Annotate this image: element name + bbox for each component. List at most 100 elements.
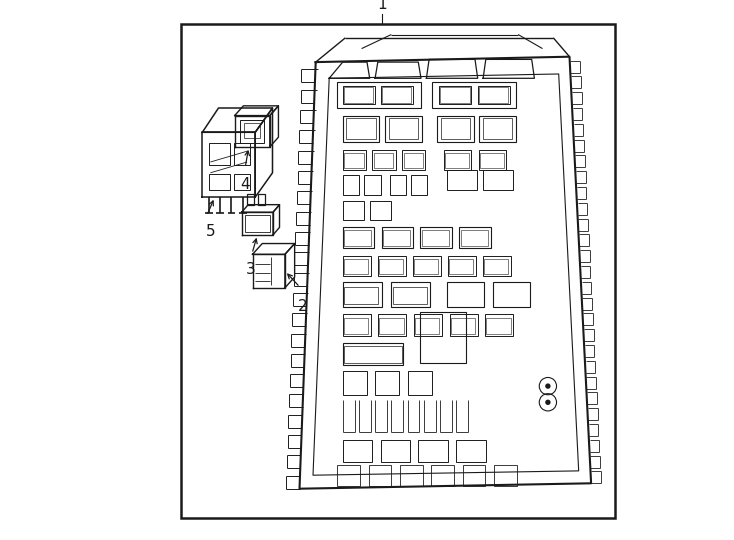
Bar [181,24,615,518]
Bar [449,259,473,274]
Bar [441,118,470,139]
Bar [480,153,504,168]
Bar [382,87,411,103]
Bar [344,259,368,274]
Bar [415,318,440,334]
Bar [209,143,230,165]
Bar [443,150,470,170]
Bar [379,259,403,274]
Bar [451,318,475,334]
Bar [383,230,410,246]
Bar [479,150,506,170]
Circle shape [545,383,550,389]
Bar [343,227,374,248]
Bar [439,86,471,104]
Bar [343,440,372,462]
Bar [343,116,379,142]
Bar [343,371,367,395]
Bar [400,465,423,486]
Bar [404,153,424,168]
Bar [402,150,425,170]
Bar [479,87,509,103]
Bar [418,440,448,462]
Bar [391,282,430,307]
Bar [343,314,371,336]
Circle shape [545,400,550,405]
Bar [244,123,260,138]
Text: 3: 3 [246,262,255,277]
Bar [484,259,508,274]
Bar [343,201,364,220]
Bar [344,318,368,334]
Bar [483,256,511,276]
Bar [462,465,485,486]
Bar [447,170,476,190]
Bar [478,86,510,104]
Bar [407,371,432,395]
Bar [447,282,484,307]
Bar [346,118,376,139]
Bar [343,86,375,104]
Text: 4: 4 [241,177,250,192]
Bar [483,170,513,190]
Bar [413,256,441,276]
Bar [485,314,513,336]
Bar [388,118,418,139]
Bar [385,116,421,142]
Bar [432,82,515,108]
Bar [343,282,382,307]
Bar [432,465,454,486]
Bar [344,287,378,304]
Bar [446,153,468,168]
Bar [479,116,516,142]
Bar [420,312,466,363]
Bar [374,153,393,168]
Bar [382,227,413,248]
Bar [378,314,407,336]
Text: 1: 1 [377,0,387,12]
Bar [258,194,265,205]
Bar [343,150,366,170]
Bar [414,314,442,336]
Bar [380,86,413,104]
Bar [370,201,391,220]
Bar [234,143,250,165]
Bar [437,116,474,142]
Bar [234,174,250,190]
Bar [461,230,488,246]
Text: 2: 2 [297,299,307,314]
Text: 5: 5 [206,224,215,239]
Bar [343,256,371,276]
Bar [344,87,374,103]
Bar [344,346,401,363]
Bar [379,318,404,334]
Bar [378,256,406,276]
Bar [448,256,476,276]
Bar [456,440,486,462]
Bar [368,465,391,486]
Bar [450,314,478,336]
Bar [209,174,230,190]
Bar [493,282,529,307]
Bar [487,318,511,334]
Bar [343,343,403,364]
Bar [245,215,270,232]
Bar [421,227,452,248]
Bar [338,465,360,486]
Bar [440,87,470,103]
Bar [390,175,406,195]
Bar [240,120,264,143]
Bar [393,287,427,304]
Bar [422,230,449,246]
Bar [483,118,512,139]
Bar [375,371,399,395]
Bar [372,150,396,170]
Bar [343,175,359,195]
Bar [338,82,421,108]
Bar [344,230,371,246]
Bar [247,194,254,205]
Bar [459,227,490,248]
Bar [414,259,437,274]
Bar [380,440,410,462]
Bar [494,465,517,486]
